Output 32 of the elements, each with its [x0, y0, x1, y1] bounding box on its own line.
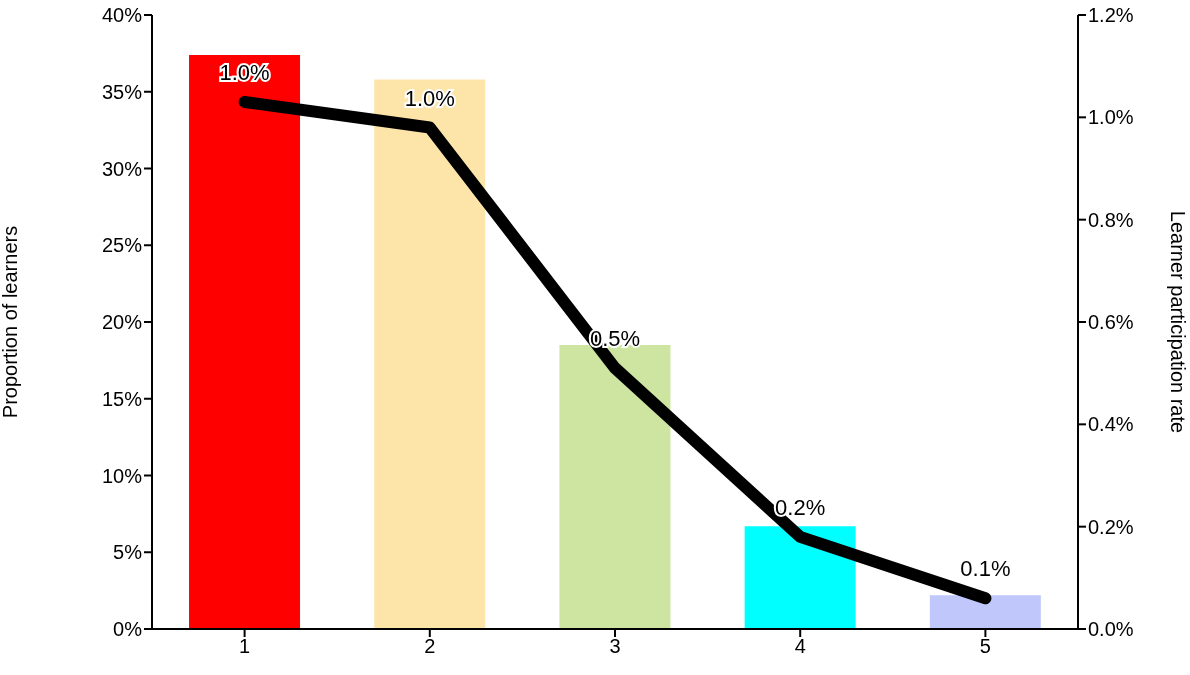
y-tick-label: 35% — [101, 80, 143, 103]
y-tick-label: 40% — [101, 4, 143, 27]
x-tick-label: 1 — [239, 635, 251, 658]
data-label: 0.1% — [960, 556, 1011, 582]
data-label: 1.0% — [404, 85, 455, 111]
y-axis-title: Proportion of learners — [0, 225, 22, 419]
x-tick-label: 2 — [424, 635, 436, 658]
y-tick-label: 0% — [113, 618, 143, 641]
y-tick-label: 25% — [101, 234, 143, 257]
data-label: 1.0% — [219, 59, 270, 85]
x-tick-label: 5 — [979, 635, 991, 658]
bar — [744, 526, 856, 629]
y-tick-label: 30% — [101, 157, 143, 180]
bar — [929, 595, 1041, 629]
y-tick-label: 5% — [113, 541, 143, 564]
bar — [374, 79, 486, 629]
y2-tick-label: 0.0% — [1088, 618, 1134, 641]
y2-tick-label: 0.8% — [1088, 208, 1134, 231]
y2-tick-label: 1.0% — [1088, 106, 1134, 129]
bar — [559, 345, 671, 629]
y2-tick-label: 1.2% — [1088, 4, 1134, 27]
bar — [189, 54, 301, 629]
y2-tick-label: 0.4% — [1088, 413, 1134, 436]
y2-axis-title: Learner participation rate — [1167, 210, 1189, 434]
data-label: 0.2% — [775, 494, 826, 520]
x-tick-label: 3 — [609, 635, 621, 658]
y2-tick-label: 0.2% — [1088, 515, 1134, 538]
y-tick-label: 10% — [101, 464, 143, 487]
x-tick-label: 4 — [794, 635, 806, 658]
y-tick-label: 20% — [101, 311, 143, 334]
y2-tick-label: 0.6% — [1088, 311, 1134, 334]
y-tick-label: 15% — [101, 387, 143, 410]
